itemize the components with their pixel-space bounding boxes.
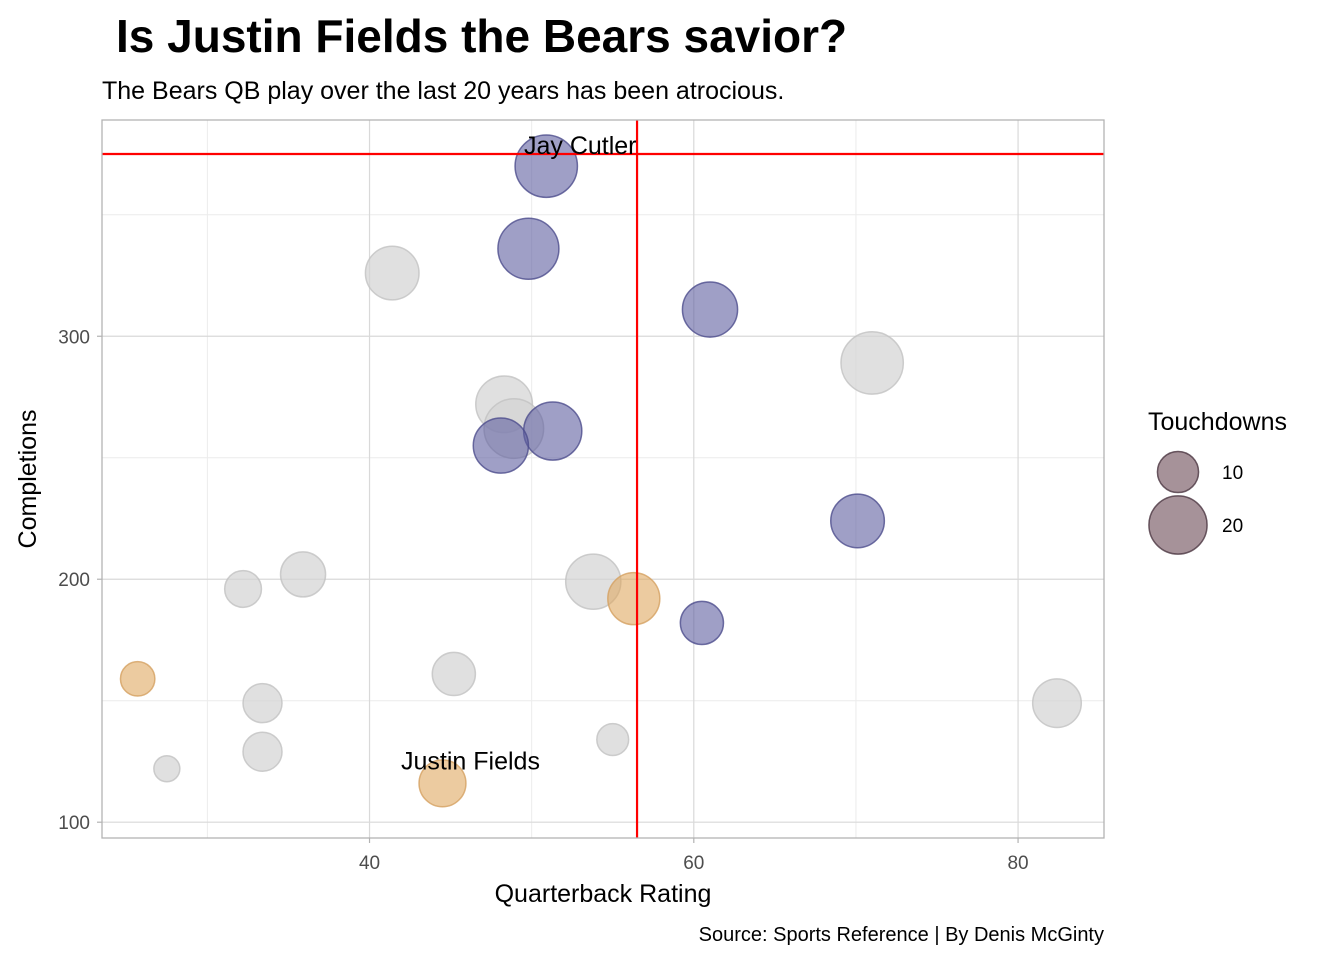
annotations: Jay Cutler Justin Fields: [401, 132, 637, 775]
data-point-fields: [607, 571, 661, 626]
annotation-label: Jay Cutler: [524, 132, 637, 160]
plot-area: Jay Cutler Justin Fields: [101, 119, 1105, 839]
legend-key-label: 20: [1222, 516, 1243, 537]
data-point-other: [431, 651, 477, 697]
plot-border: [101, 119, 1105, 839]
data-point-other: [242, 731, 283, 772]
x-axis-ticks: 40 60 80: [359, 838, 1029, 874]
data-point-other: [840, 331, 905, 395]
y-axis-ticks: 100 200 300: [58, 327, 102, 834]
legend-key-circle: [1156, 450, 1200, 494]
data-point-other: [364, 245, 420, 301]
data-point-cutler: [522, 401, 583, 461]
chart-subtitle: The Bears QB play over the last 20 years…: [102, 77, 784, 105]
y-axis-title: Completions: [14, 410, 42, 549]
legend-key-label: 10: [1222, 463, 1243, 484]
reference-lines: [102, 120, 1104, 838]
annotation-label: Justin Fields: [401, 747, 540, 775]
x-tick-label: 40: [359, 853, 380, 874]
x-tick-label: 80: [1007, 853, 1028, 874]
x-axis-title: Quarterback Rating: [495, 880, 712, 908]
data-point-fields: [418, 759, 467, 808]
data-point-other: [1031, 678, 1083, 729]
chart-caption: Source: Sports Reference | By Denis McGi…: [699, 924, 1104, 946]
data-point-cutler: [830, 493, 886, 549]
legend-title: Touchdowns: [1148, 408, 1287, 436]
legend-key-circle: [1148, 495, 1208, 555]
data-point-cutler: [679, 600, 725, 646]
data-point-cutler: [497, 217, 560, 281]
legend: Touchdowns 10 20: [1148, 408, 1287, 555]
x-tick-label: 60: [683, 853, 704, 874]
data-point-other: [153, 755, 181, 783]
data-point-cutler: [514, 134, 579, 199]
legend-keys: 10 20: [1148, 450, 1243, 555]
chart-title: Is Justin Fields the Bears savior?: [116, 10, 847, 62]
y-tick-label: 100: [58, 813, 90, 834]
data-point-other: [596, 722, 630, 757]
y-tick-label: 200: [58, 570, 90, 591]
data-point-other: [242, 682, 283, 724]
data-point-cutler: [681, 281, 739, 338]
data-point-fields: [119, 660, 156, 697]
data-point-other: [223, 569, 263, 609]
data-points: [119, 134, 1083, 808]
data-point-other: [279, 551, 327, 598]
data-point-cutler: [472, 417, 530, 474]
y-tick-label: 300: [58, 327, 90, 348]
